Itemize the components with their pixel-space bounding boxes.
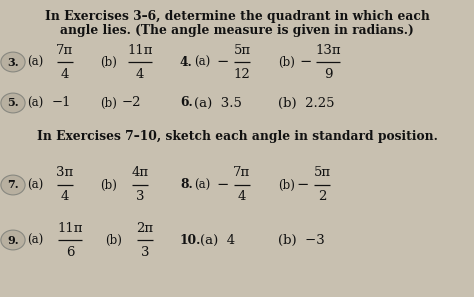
Text: (b): (b) bbox=[105, 233, 122, 247]
Text: 4π: 4π bbox=[131, 167, 148, 179]
Text: (b): (b) bbox=[278, 178, 295, 192]
Text: 2: 2 bbox=[318, 190, 326, 203]
Text: 3.: 3. bbox=[7, 56, 19, 67]
Text: 12: 12 bbox=[234, 67, 250, 80]
Text: (a)  3.5: (a) 3.5 bbox=[194, 97, 242, 110]
Text: (b)  2.25: (b) 2.25 bbox=[278, 97, 335, 110]
Text: angle lies. (The angle measure is given in radians.): angle lies. (The angle measure is given … bbox=[60, 24, 414, 37]
Text: In Exercises 3–6, determine the quadrant in which each: In Exercises 3–6, determine the quadrant… bbox=[45, 10, 429, 23]
Text: 7.: 7. bbox=[7, 179, 19, 190]
Text: (b)  −3: (b) −3 bbox=[278, 233, 325, 247]
Ellipse shape bbox=[1, 52, 25, 72]
Text: 4: 4 bbox=[61, 67, 69, 80]
Text: 3π: 3π bbox=[56, 167, 73, 179]
Text: (a): (a) bbox=[27, 56, 43, 69]
Text: 8.: 8. bbox=[180, 178, 193, 192]
Ellipse shape bbox=[1, 230, 25, 250]
Text: (b): (b) bbox=[278, 56, 295, 69]
Ellipse shape bbox=[1, 93, 25, 113]
Text: 7π: 7π bbox=[233, 167, 251, 179]
Text: (a): (a) bbox=[194, 56, 210, 69]
Text: 5π: 5π bbox=[233, 43, 251, 56]
Text: 4: 4 bbox=[136, 67, 144, 80]
Text: 3: 3 bbox=[136, 190, 144, 203]
Text: 11π: 11π bbox=[57, 222, 83, 235]
Text: 2π: 2π bbox=[137, 222, 154, 235]
Text: 3: 3 bbox=[141, 246, 149, 258]
Text: −1: −1 bbox=[52, 97, 72, 110]
Text: −: − bbox=[296, 178, 309, 192]
Text: (b): (b) bbox=[100, 97, 117, 110]
Text: 4.: 4. bbox=[180, 56, 193, 69]
Text: −2: −2 bbox=[122, 97, 142, 110]
Text: 9: 9 bbox=[324, 67, 332, 80]
Text: (a): (a) bbox=[27, 97, 43, 110]
Text: −: − bbox=[216, 178, 228, 192]
Text: 6: 6 bbox=[66, 246, 74, 258]
Ellipse shape bbox=[1, 175, 25, 195]
Text: 13π: 13π bbox=[315, 43, 341, 56]
Text: 11π: 11π bbox=[127, 43, 153, 56]
Text: 5.: 5. bbox=[7, 97, 19, 108]
Text: 4: 4 bbox=[61, 190, 69, 203]
Text: In Exercises 7–10, sketch each angle in standard position.: In Exercises 7–10, sketch each angle in … bbox=[36, 130, 438, 143]
Text: −: − bbox=[299, 55, 311, 69]
Text: (a): (a) bbox=[194, 178, 210, 192]
Text: 4: 4 bbox=[238, 190, 246, 203]
Text: 7π: 7π bbox=[56, 43, 73, 56]
Text: 5π: 5π bbox=[313, 167, 330, 179]
Text: −: − bbox=[216, 55, 228, 69]
Text: 10.: 10. bbox=[180, 233, 201, 247]
Text: 6.: 6. bbox=[180, 97, 193, 110]
Text: 9.: 9. bbox=[7, 235, 19, 246]
Text: (a)  4: (a) 4 bbox=[200, 233, 235, 247]
Text: (b): (b) bbox=[100, 178, 117, 192]
Text: (b): (b) bbox=[100, 56, 117, 69]
Text: (a): (a) bbox=[27, 233, 43, 247]
Text: (a): (a) bbox=[27, 178, 43, 192]
